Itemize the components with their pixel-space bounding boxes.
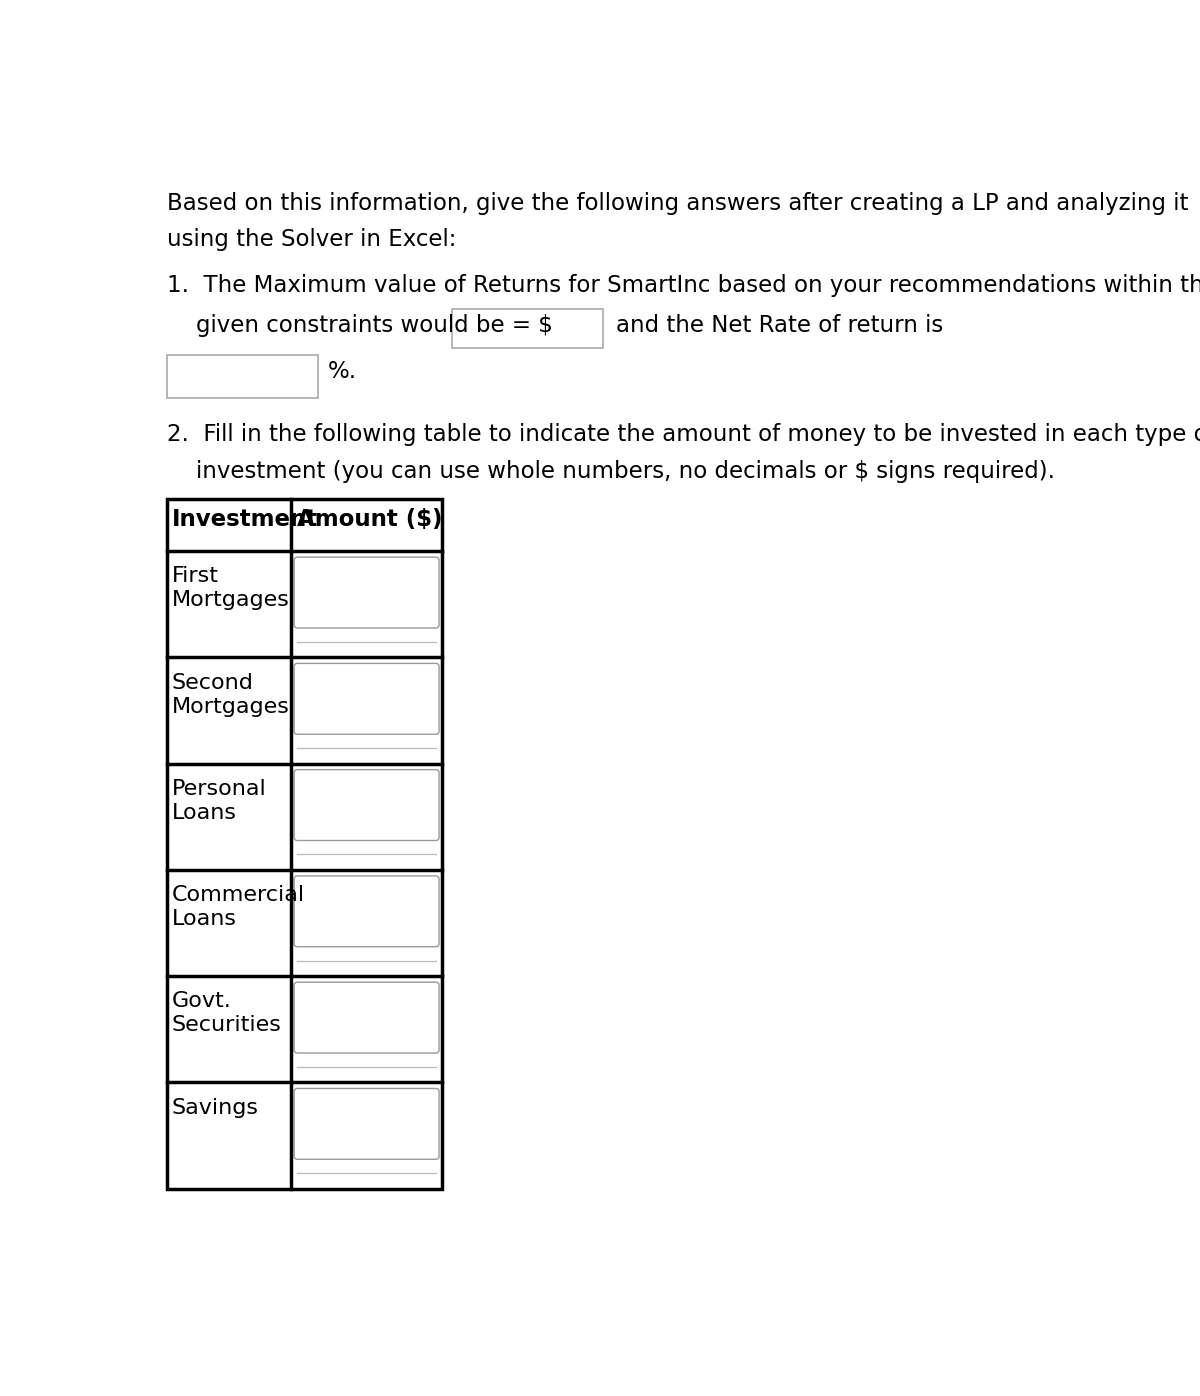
Text: %.: %. — [328, 360, 356, 383]
Text: Amount ($): Amount ($) — [298, 508, 443, 530]
Bar — [167, 498, 442, 1188]
Text: Investment: Investment — [172, 508, 318, 530]
Text: Personal
Loans: Personal Loans — [172, 779, 266, 822]
Text: and the Net Rate of return is: and the Net Rate of return is — [616, 314, 943, 336]
FancyBboxPatch shape — [294, 557, 439, 628]
Text: 2.  Fill in the following table to indicate the amount of money to be invested i: 2. Fill in the following table to indica… — [167, 423, 1200, 447]
FancyBboxPatch shape — [294, 1089, 439, 1159]
FancyBboxPatch shape — [294, 769, 439, 840]
FancyBboxPatch shape — [294, 983, 439, 1053]
Text: Based on this information, give the following answers after creating a LP and an: Based on this information, give the foll… — [167, 193, 1188, 215]
Text: given constraints would be = $: given constraints would be = $ — [167, 314, 553, 336]
Text: investment (you can use whole numbers, no decimals or $ signs required).: investment (you can use whole numbers, n… — [167, 461, 1055, 483]
Text: 1.  The Maximum value of Returns for SmartInc based on your recommendations with: 1. The Maximum value of Returns for Smar… — [167, 274, 1200, 297]
Text: Savings: Savings — [172, 1097, 259, 1118]
FancyBboxPatch shape — [452, 309, 604, 348]
Text: Govt.
Securities: Govt. Securities — [172, 991, 282, 1036]
Text: First
Mortgages: First Mortgages — [172, 567, 289, 610]
Text: using the Solver in Excel:: using the Solver in Excel: — [167, 228, 456, 250]
FancyBboxPatch shape — [294, 663, 439, 734]
Text: Second
Mortgages: Second Mortgages — [172, 673, 289, 716]
FancyBboxPatch shape — [167, 356, 318, 398]
Text: Commercial
Loans: Commercial Loans — [172, 885, 305, 930]
FancyBboxPatch shape — [294, 875, 439, 946]
